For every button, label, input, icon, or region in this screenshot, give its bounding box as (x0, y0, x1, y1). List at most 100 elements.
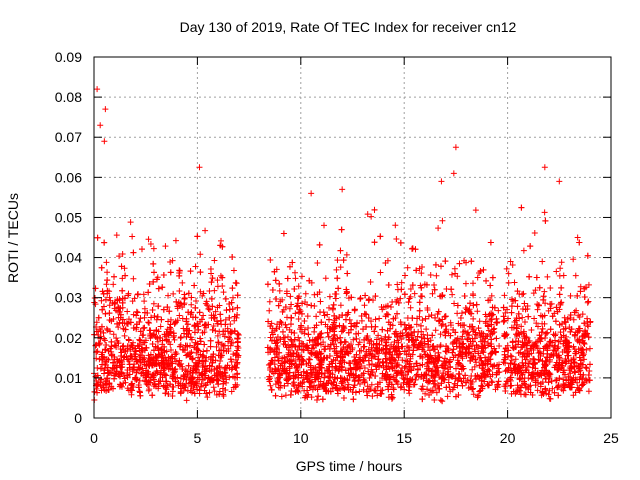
data-point (271, 268, 278, 275)
data-point (329, 337, 336, 344)
data-point (155, 285, 162, 292)
data-point (279, 296, 286, 303)
data-point (305, 331, 312, 338)
data-point (227, 356, 234, 363)
data-point (368, 318, 375, 325)
data-point (398, 336, 405, 343)
data-point (197, 318, 204, 325)
data-point (103, 281, 110, 288)
data-point (487, 350, 494, 357)
data-point (144, 371, 151, 378)
data-point (567, 292, 574, 299)
data-point (153, 327, 160, 334)
data-point (119, 364, 126, 371)
data-point (445, 379, 452, 386)
data-point (215, 339, 222, 346)
data-point (159, 374, 166, 381)
y-tick-label: 0 (74, 410, 82, 426)
data-point (525, 375, 532, 382)
data-point (487, 282, 494, 289)
data-point (569, 379, 576, 386)
data-point (300, 368, 307, 375)
data-point (109, 365, 116, 372)
data-point (159, 352, 166, 359)
data-point (133, 369, 140, 376)
data-point (377, 390, 384, 397)
data-point (511, 361, 518, 368)
y-tick-label: 0.07 (55, 129, 82, 145)
data-point (513, 325, 520, 332)
data-point (377, 233, 384, 240)
data-point (414, 344, 421, 351)
data-point (128, 391, 135, 398)
data-point (293, 362, 300, 369)
data-point (343, 251, 350, 258)
data-point (515, 337, 522, 344)
data-point (447, 322, 454, 329)
data-point (363, 352, 370, 359)
data-point (578, 382, 585, 389)
data-point (388, 354, 395, 361)
data-point (233, 350, 240, 357)
data-point (424, 353, 431, 360)
data-point (331, 374, 338, 381)
data-point (342, 367, 349, 374)
data-point (546, 356, 553, 363)
data-point (531, 359, 538, 366)
data-point (296, 356, 303, 363)
data-point (200, 357, 207, 364)
data-point (495, 365, 502, 372)
data-point (113, 368, 120, 375)
data-point (129, 380, 136, 387)
data-point (315, 375, 322, 382)
data-point (269, 286, 276, 293)
data-point (134, 342, 141, 349)
data-point (342, 316, 349, 323)
data-point (267, 334, 274, 341)
data-point (586, 345, 593, 352)
data-point (286, 305, 293, 312)
data-point (357, 295, 364, 302)
data-point (388, 381, 395, 388)
data-point (558, 284, 565, 291)
data-point (133, 348, 140, 355)
data-point (334, 275, 341, 282)
data-point (462, 328, 469, 335)
data-point (519, 314, 526, 321)
data-point (150, 245, 157, 252)
data-point (383, 345, 390, 352)
data-point (176, 272, 183, 279)
data-point (549, 339, 556, 346)
data-point (282, 368, 289, 375)
data-point (534, 387, 541, 394)
data-point (549, 313, 556, 320)
data-point (275, 357, 282, 364)
data-point (102, 310, 109, 317)
data-point (358, 362, 365, 369)
data-point (234, 330, 241, 337)
data-point (207, 337, 214, 344)
data-point (292, 310, 299, 317)
data-point (492, 349, 499, 356)
data-point (356, 380, 363, 387)
data-point (217, 311, 224, 318)
data-point (104, 287, 111, 294)
data-point (521, 381, 528, 388)
data-point (404, 368, 411, 375)
data-point (429, 290, 436, 297)
data-point (139, 346, 146, 353)
data-point (514, 332, 521, 339)
data-point (317, 351, 324, 358)
data-point (386, 349, 393, 356)
data-point (558, 359, 565, 366)
data-point (192, 363, 199, 370)
data-point (292, 275, 299, 282)
data-point (401, 321, 408, 328)
data-point (213, 370, 220, 377)
data-point (350, 384, 357, 391)
data-point (167, 355, 174, 362)
data-point (405, 387, 412, 394)
data-point (145, 352, 152, 359)
data-point (197, 338, 204, 345)
data-point (472, 376, 479, 383)
